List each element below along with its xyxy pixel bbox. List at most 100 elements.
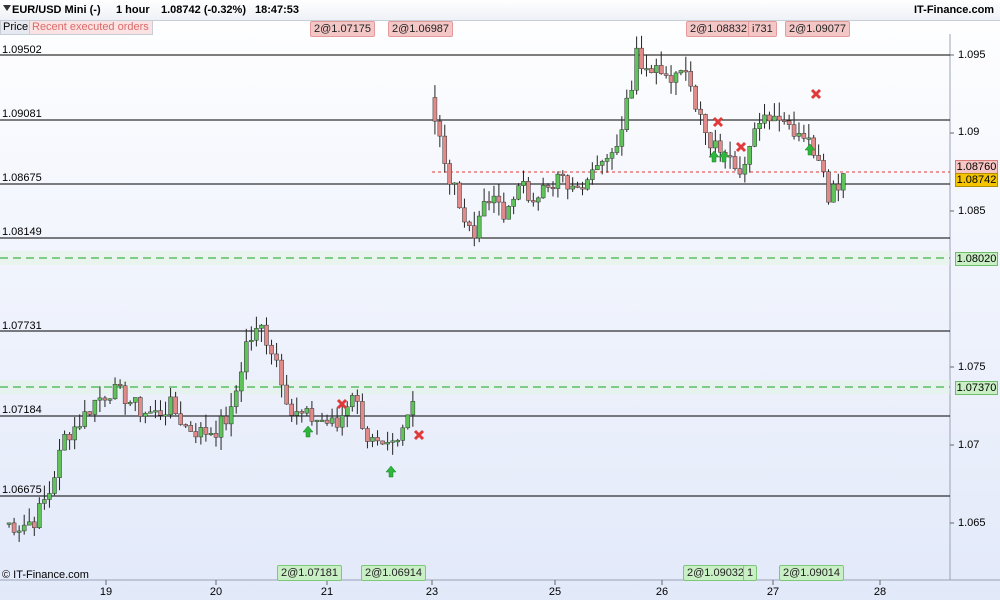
up-arrow-icon (302, 425, 314, 438)
up-arrow-icon (804, 143, 816, 156)
candle-bear (188, 425, 194, 432)
candle-bull (595, 165, 600, 171)
candle-bull (168, 396, 173, 416)
candle-bear (122, 385, 128, 404)
candle-bear (223, 415, 229, 425)
candle-bear (786, 120, 792, 125)
candle-bear (87, 411, 93, 415)
candle-bull (254, 328, 259, 341)
copyright-notice: © IT-Finance.com (2, 569, 89, 581)
tab-recent-orders[interactable]: Recent executed orders (29, 20, 153, 35)
y-axis-label: 1.075 (958, 361, 986, 373)
candle-bear (355, 395, 360, 402)
candle-bull (148, 411, 153, 414)
order-tag-buy[interactable]: 2@1.06914 (361, 565, 427, 581)
candle-bull (304, 408, 310, 414)
candle-bear (457, 182, 462, 209)
candle-bear (703, 114, 708, 133)
candle-bull (511, 198, 516, 207)
order-tag-sell[interactable]: 2@1.06987 (388, 21, 454, 37)
candle-bull (339, 415, 345, 428)
candle-bull (6, 522, 12, 525)
candle-bear (732, 156, 738, 169)
candle-bull (452, 182, 457, 185)
order-tag-buy[interactable]: 2@1.07181 (277, 565, 343, 581)
candle-bull (208, 432, 214, 435)
candle-bear (718, 140, 723, 153)
order-tag-sell[interactable]: i731 (748, 21, 777, 37)
candle-bull (238, 371, 244, 392)
candle-bull (16, 530, 22, 533)
order-tag-sell[interactable]: 2@1.09077 (785, 21, 851, 37)
candlesticks (6, 35, 846, 542)
up-arrow-icon (708, 150, 720, 163)
candle-bull (831, 183, 836, 203)
sell-executed-marker (413, 429, 425, 441)
candle-bull (314, 419, 320, 422)
current-price-box: 1.08742 (955, 173, 998, 187)
candle-bear (560, 173, 566, 176)
candle-bull (249, 339, 254, 342)
candle-bull (132, 397, 138, 403)
candle-bear (380, 440, 385, 445)
last-quote: 1.08742 (-0.32%) (161, 4, 246, 16)
cross-icon (413, 429, 425, 441)
candle-bear (781, 119, 787, 122)
candle-bear (437, 120, 443, 137)
cross-icon (712, 116, 724, 128)
candle-bear (462, 207, 467, 223)
candle-bull (62, 434, 67, 451)
y-axis-label: 1.095 (958, 49, 986, 61)
candle-bull (796, 133, 802, 137)
x-axis-date: 19 (99, 586, 113, 598)
candle-bull (599, 161, 605, 166)
order-tag-buy[interactable]: 2@1.09014 (779, 565, 845, 581)
candle-bear (486, 201, 492, 204)
order-markers (302, 88, 822, 478)
candle-bull (82, 411, 88, 427)
candle-bull (840, 173, 846, 191)
candle-bull (516, 185, 521, 200)
candle-bull (476, 215, 482, 239)
candle-bull (585, 179, 590, 190)
candle-bear (334, 417, 340, 428)
order-tag-buy[interactable]: 1 (743, 565, 758, 581)
candle-bull (400, 427, 406, 441)
candle-bear (284, 384, 289, 405)
candle-bull (629, 89, 634, 99)
x-axis-date: 26 (655, 586, 669, 598)
candle-bear (178, 413, 183, 425)
candle-bear (289, 403, 294, 416)
x-axis-date: 27 (766, 586, 780, 598)
x-axis-date: 28 (873, 586, 887, 598)
candle-bear (708, 132, 713, 149)
candle-bull (390, 440, 395, 443)
candle-bear (501, 201, 507, 220)
candle-bull (570, 185, 575, 190)
candle-bull (319, 419, 325, 422)
sell-executed-marker (712, 116, 724, 128)
candle-bull (329, 417, 335, 424)
candle-bear (365, 428, 370, 442)
order-tag-sell[interactable]: 2@1.07175 (310, 21, 376, 37)
order-tag-buy[interactable]: 2@1.09032 (683, 565, 749, 581)
candle-bear (183, 424, 188, 427)
candle-bear (447, 163, 452, 185)
up-arrow-icon (718, 150, 730, 163)
menu-dropdown-icon[interactable] (3, 5, 11, 11)
candle-bear (173, 396, 178, 415)
timeframe[interactable]: 1 hour (116, 4, 150, 16)
candle-bear (836, 183, 841, 191)
candle-bull (198, 427, 204, 438)
order-tag-sell[interactable]: 2@1.08832 (686, 21, 752, 37)
candle-bear (777, 115, 782, 121)
grid-lines (0, 34, 1000, 585)
candle-bull (678, 70, 684, 74)
candle-bull (654, 65, 659, 73)
cross-icon (810, 88, 822, 100)
candle-bear (658, 65, 664, 75)
candle-bull (42, 499, 47, 504)
candle-bear (274, 353, 279, 361)
